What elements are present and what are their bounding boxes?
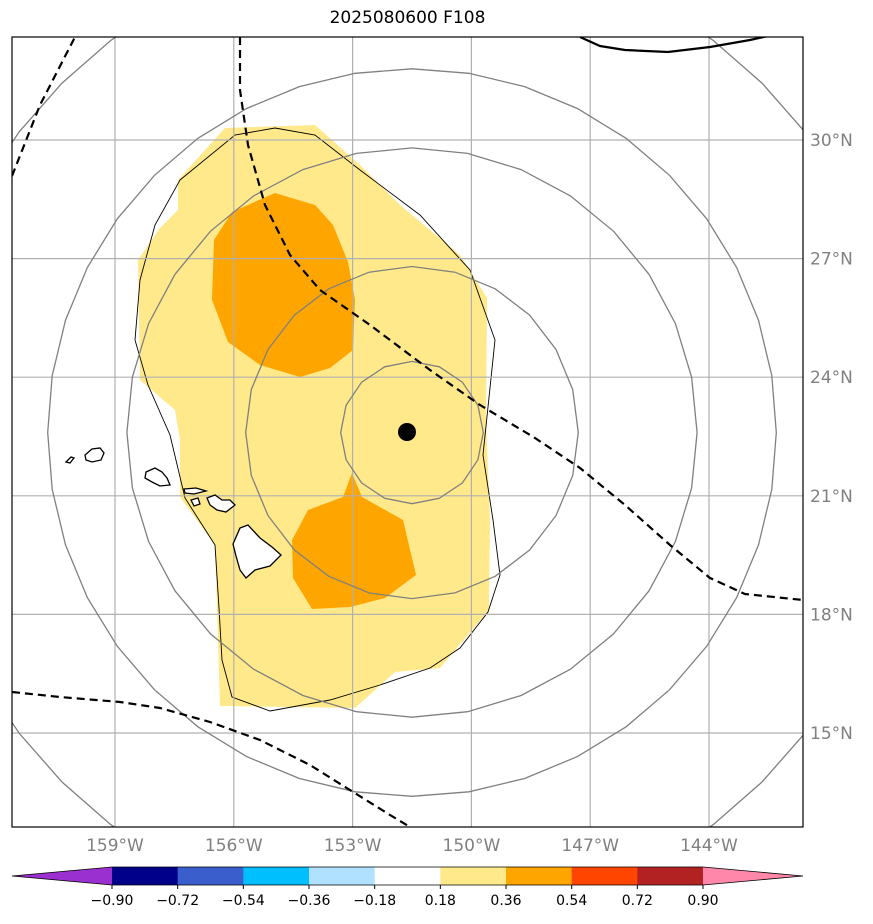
lanai-island	[190, 497, 201, 507]
colorbar-segment	[309, 867, 376, 885]
dashed-contour-south	[12, 690, 413, 827]
latitude-tick-label: 24°N	[810, 368, 853, 388]
range-ring	[245, 265, 579, 600]
latitude-tick-label: 21°N	[810, 487, 853, 507]
longitude-labels: 159°W 156°W 153°W 150°W 147°W 144°W	[86, 836, 738, 856]
graticule	[12, 37, 803, 827]
colorbar-tick-label: 0.18	[425, 893, 456, 909]
range-ring	[126, 147, 698, 718]
longitude-tick-label: 156°W	[205, 836, 263, 856]
storm-center-marker	[398, 423, 416, 441]
maui-island	[206, 494, 236, 513]
colorbar-extend-min	[12, 867, 112, 885]
molokai-island	[183, 487, 209, 495]
hawaii-islands	[64, 447, 282, 579]
contour-fill-high-south	[292, 473, 416, 609]
colorbar-tick-label: 0.54	[556, 893, 587, 909]
colorbar-extend-max	[703, 867, 803, 885]
colorbar-segment	[571, 867, 638, 885]
kauai-island	[84, 447, 105, 463]
colorbar-segment	[374, 867, 441, 885]
colorbar-segment	[637, 867, 704, 885]
colorbar-tick-label: −0.90	[91, 893, 134, 909]
colorbar: −0.90 −0.72 −0.54 −0.36 −0.18 0.18 0.36 0.54 0.7…	[11, 866, 804, 909]
longitude-tick-label: 153°W	[324, 836, 382, 856]
longitude-tick-label: 150°W	[443, 836, 501, 856]
latitude-labels: 30°N 27°N 24°N 21°N 18°N 15°N	[810, 131, 853, 744]
range-ring	[47, 68, 777, 797]
dashed-contour-main	[238, 37, 803, 602]
dashed-contours	[12, 37, 803, 827]
solid-contour-north	[579, 37, 769, 54]
range-ring	[340, 360, 484, 505]
map-title: 2025080600 F108	[329, 8, 486, 28]
colorbar-tick-label: 0.90	[687, 893, 718, 909]
colorbar-tick-label: −0.72	[156, 893, 199, 909]
colorbar-tick-label: 0.36	[490, 893, 521, 909]
oahu-island	[144, 467, 171, 487]
colorbar-tick-label: 0.72	[622, 893, 653, 909]
longitude-tick-label: 144°W	[680, 836, 738, 856]
contour-line	[134, 127, 501, 712]
hawaii-island	[232, 524, 282, 579]
colorbar-segment	[243, 867, 310, 885]
latitude-tick-label: 30°N	[810, 131, 853, 151]
plot-frame	[11, 36, 804, 828]
colorbar-segment	[112, 867, 179, 885]
longitude-tick-label: 159°W	[86, 836, 144, 856]
colorbar-tick-label: −0.18	[353, 893, 396, 909]
latitude-tick-label: 18°N	[810, 605, 853, 625]
latitude-tick-label: 27°N	[810, 250, 853, 270]
longitude-tick-label: 147°W	[561, 836, 619, 856]
colorbar-tick-label: −0.36	[288, 893, 331, 909]
colorbar-segment	[177, 867, 244, 885]
colorbar-tick-label: −0.54	[222, 893, 265, 909]
colorbar-segment	[506, 867, 573, 885]
colorbar-segment	[440, 867, 507, 885]
contour-fill-high-north	[212, 193, 355, 377]
dashed-contour-northwest	[12, 37, 76, 177]
niihau-island	[64, 456, 76, 464]
latitude-tick-label: 15°N	[810, 724, 853, 744]
